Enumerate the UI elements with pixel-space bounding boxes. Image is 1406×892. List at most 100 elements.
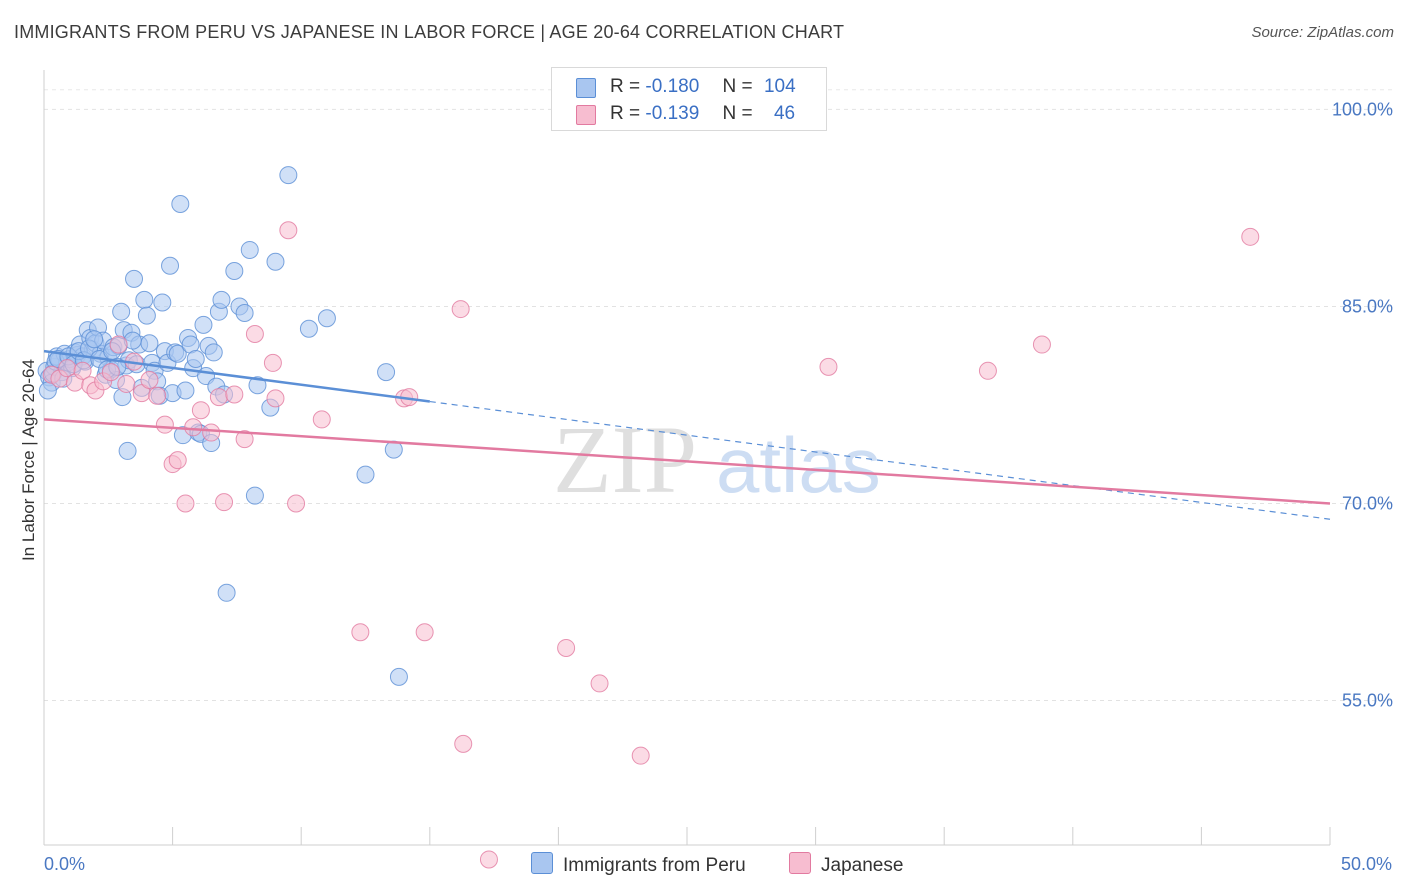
- data-point: [176, 381, 195, 400]
- bottom-legend-japanese: Japanese: [789, 852, 903, 877]
- data-point: [161, 256, 180, 275]
- bottom-legend-label-japanese: Japanese: [821, 855, 904, 876]
- data-point: [217, 583, 236, 602]
- data-point: [557, 638, 576, 657]
- data-point: [248, 376, 267, 395]
- data-point: [312, 410, 331, 429]
- trend-line-dashed: [429, 400, 1331, 520]
- legend-r-label: R =: [610, 103, 641, 124]
- data-point: [176, 494, 195, 513]
- data-point: [109, 335, 128, 354]
- data-point: [245, 325, 264, 344]
- y-axis-label: In Labor Force | Age 20-64: [19, 359, 38, 561]
- data-point: [317, 309, 336, 328]
- axes: [43, 70, 1331, 846]
- data-point: [204, 343, 223, 362]
- data-point: [279, 221, 298, 240]
- bottom-legend-label-peru: Immigrants from Peru: [563, 855, 746, 876]
- x-tick-label: 50.0%: [1341, 854, 1392, 874]
- tick-labels: 55.0% 70.0% 85.0% 100.0% 0.0% 50.0%: [44, 99, 1393, 874]
- bottom-legend-peru: Immigrants from Peru: [531, 852, 746, 877]
- data-point: [266, 389, 285, 408]
- data-point: [184, 418, 203, 437]
- bottom-legend-swatch-japanese: [789, 852, 811, 874]
- legend-row-japanese: R = -0.139 N = 46: [576, 103, 795, 125]
- data-point: [225, 261, 244, 280]
- data-point: [1241, 227, 1260, 246]
- legend-r-value: -0.139: [645, 103, 700, 124]
- data-point: [118, 441, 137, 460]
- data-point: [209, 388, 228, 407]
- data-point: [73, 361, 92, 380]
- data-point: [287, 494, 306, 513]
- data-point: [168, 344, 187, 363]
- x-tick-label: 0.0%: [44, 854, 85, 874]
- data-point: [153, 293, 172, 312]
- data-point: [125, 269, 144, 288]
- data-point: [978, 361, 997, 380]
- y-tick-label: 55.0%: [1342, 691, 1393, 711]
- legend-n-value: 104: [763, 76, 796, 97]
- data-point: [819, 357, 838, 376]
- data-point: [171, 194, 190, 213]
- data-point: [112, 302, 131, 321]
- data-point: [191, 401, 210, 420]
- data-point: [117, 374, 136, 393]
- legend-row-peru: R = -0.180 N = 104: [576, 76, 796, 98]
- data-point: [135, 290, 154, 309]
- legend-r-label: R =: [610, 76, 641, 97]
- data-point: [1032, 335, 1051, 354]
- data-point: [140, 334, 159, 353]
- y-tick-label: 100.0%: [1332, 99, 1393, 119]
- data-point: [101, 363, 120, 382]
- data-point: [155, 415, 174, 434]
- grid-lines: [44, 89, 1392, 702]
- data-point: [263, 353, 282, 372]
- trend-lines: [43, 349, 1331, 520]
- data-point: [215, 493, 234, 512]
- data-point: [451, 300, 470, 319]
- data-point: [235, 304, 254, 323]
- correlation-legend: R = -0.180 N = 104 R = -0.139 N = 46: [551, 67, 827, 131]
- data-points: [37, 166, 1260, 869]
- legend-swatch-japanese: [576, 105, 596, 125]
- data-point: [137, 306, 156, 325]
- legend-n-label: N =: [722, 103, 753, 124]
- legend-n-value: 46: [773, 103, 796, 124]
- data-point: [356, 465, 375, 484]
- data-point: [377, 363, 396, 382]
- data-point: [454, 734, 473, 753]
- data-point: [240, 240, 259, 259]
- data-point: [140, 371, 159, 389]
- data-point: [225, 385, 244, 404]
- data-point: [351, 623, 370, 642]
- bottom-legend-swatch-peru: [531, 852, 553, 874]
- data-point: [168, 451, 187, 470]
- legend-swatch-peru: [576, 78, 596, 98]
- data-point: [279, 166, 298, 185]
- data-point: [212, 290, 231, 309]
- data-point: [479, 850, 498, 869]
- data-point: [148, 386, 167, 405]
- trend-line-solid: [43, 418, 1331, 505]
- chart-title: IMMIGRANTS FROM PERU VS JAPANESE IN LABO…: [14, 22, 845, 42]
- data-point: [590, 674, 609, 693]
- data-point: [299, 319, 318, 338]
- data-point: [85, 330, 104, 349]
- data-point: [266, 252, 285, 271]
- y-tick-label: 85.0%: [1342, 296, 1393, 316]
- data-point: [186, 349, 205, 368]
- source-credit: Source: ZipAtlas.com: [1251, 24, 1394, 41]
- legend-n-label: N =: [722, 76, 753, 97]
- data-point: [631, 746, 650, 765]
- data-point: [194, 315, 213, 334]
- data-point: [389, 667, 408, 686]
- data-point: [235, 430, 254, 449]
- trend-line-solid: [43, 349, 430, 403]
- y-tick-label: 70.0%: [1342, 493, 1393, 513]
- data-point: [415, 623, 434, 642]
- data-point: [245, 486, 264, 505]
- data-point: [202, 423, 221, 442]
- legend-r-value: -0.180: [645, 76, 700, 97]
